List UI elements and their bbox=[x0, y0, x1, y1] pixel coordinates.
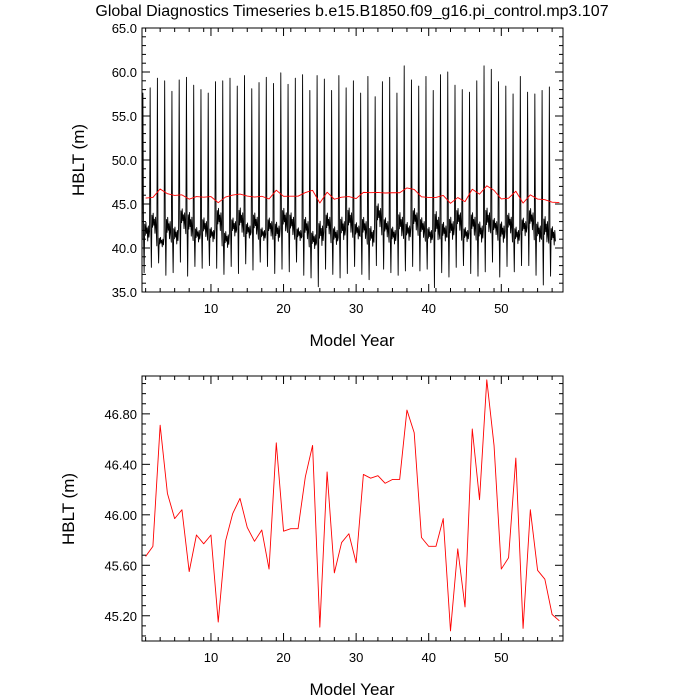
y-tick-label: 50.0 bbox=[112, 153, 137, 168]
timeseries-panel-top: 10 20 30 40 50 35.0 40.0 45.0 50.0 55.0 60.0 65.0 M… bbox=[69, 21, 564, 350]
y-tick-label: 45.20 bbox=[104, 609, 137, 624]
y-tick-label: 46.40 bbox=[104, 457, 137, 472]
plot-lines bbox=[145, 379, 560, 632]
x-tick-label: 50 bbox=[494, 301, 508, 316]
x-tick-label: 40 bbox=[421, 650, 435, 665]
y-tick-label: 46.80 bbox=[104, 407, 137, 422]
monthly-series-line bbox=[141, 65, 556, 289]
x-tick-label: 10 bbox=[204, 301, 218, 316]
timeseries-panel-bottom: 10 20 30 40 50 45.20 45.60 46.00 46.40 46.80 Mode… bbox=[59, 375, 564, 699]
x-axis-label: Model Year bbox=[309, 331, 394, 350]
y-axis-label: HBLT (m) bbox=[59, 473, 78, 545]
y-tick-label: 40.0 bbox=[112, 241, 137, 256]
axes: 10 20 30 40 50 45.20 45.60 46.00 46.40 46.80 bbox=[104, 375, 564, 665]
x-tick-label: 50 bbox=[494, 650, 508, 665]
x-axis-label: Model Year bbox=[309, 680, 394, 699]
y-tick-label: 45.60 bbox=[104, 558, 137, 573]
x-tick-label: 10 bbox=[204, 650, 218, 665]
x-tick-label: 20 bbox=[276, 301, 290, 316]
x-tick-label: 30 bbox=[349, 301, 363, 316]
x-tick-label: 40 bbox=[421, 301, 435, 316]
chart-title: Global Diagnostics Timeseries b.e15.B185… bbox=[95, 3, 608, 20]
axes: 10 20 30 40 50 35.0 40.0 45.0 50.0 55.0 60.0 65.0 bbox=[112, 21, 564, 316]
y-tick-label: 35.0 bbox=[112, 285, 137, 300]
x-tick-label: 30 bbox=[349, 650, 363, 665]
x-tick-label: 20 bbox=[276, 650, 290, 665]
y-tick-label: 45.0 bbox=[112, 197, 137, 212]
y-tick-label: 46.00 bbox=[104, 508, 137, 523]
y-tick-label: 55.0 bbox=[112, 109, 137, 124]
y-tick-label: 65.0 bbox=[112, 21, 137, 36]
annual-mean-series-line bbox=[145, 185, 560, 204]
y-tick-label: 60.0 bbox=[112, 65, 137, 80]
plot-frame bbox=[141, 375, 564, 642]
annual-mean-series-line bbox=[145, 379, 560, 632]
plot-lines bbox=[141, 65, 560, 289]
y-axis-label: HBLT (m) bbox=[69, 124, 88, 196]
